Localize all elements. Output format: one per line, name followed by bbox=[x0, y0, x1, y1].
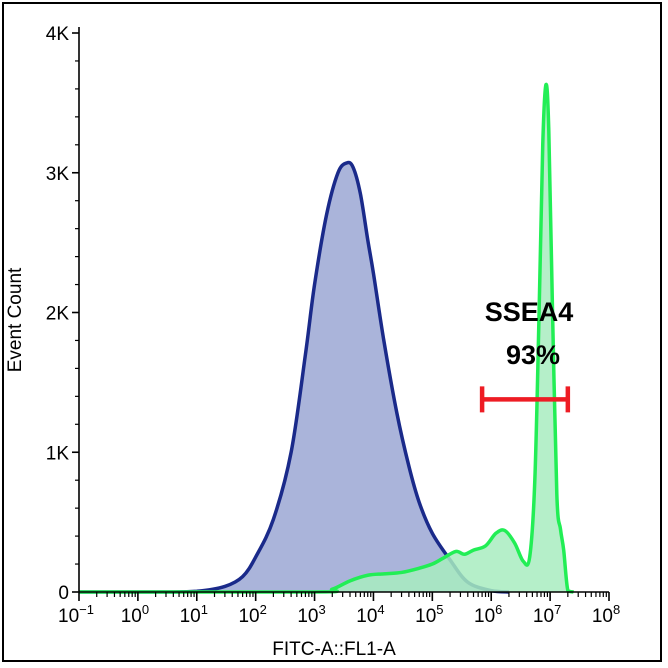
x-tick-label: 100 bbox=[121, 602, 149, 627]
area-layer bbox=[79, 82, 574, 594]
x-axis-title: FITC-A::FL1-A bbox=[272, 639, 396, 660]
y-tick-label: 4K bbox=[46, 24, 70, 45]
gate-label: SSEA4 bbox=[485, 297, 574, 327]
y-axis-title: Event Count bbox=[5, 267, 26, 372]
x-tick-label: 108 bbox=[592, 602, 620, 627]
x-tick-label: 102 bbox=[238, 602, 266, 627]
x-tick-label: 101 bbox=[180, 602, 208, 627]
y-tick-label: 2K bbox=[46, 304, 70, 325]
SSEA4-series-line bbox=[79, 82, 574, 594]
y-tick-label: 0 bbox=[58, 583, 69, 604]
control-series-line bbox=[79, 160, 510, 594]
x-tick-label: 104 bbox=[356, 602, 384, 627]
y-tick-label: 3K bbox=[46, 164, 70, 185]
x-tick-label: 106 bbox=[474, 602, 502, 627]
x-tick-label: 105 bbox=[415, 602, 443, 627]
control-area-fill bbox=[79, 162, 509, 592]
annotation-layer: SSEA4 93% bbox=[479, 297, 574, 413]
y-tick-label: 1K bbox=[46, 443, 70, 464]
x-tick-label: 103 bbox=[297, 602, 325, 627]
x-tick-label: 107 bbox=[533, 602, 561, 627]
axes-layer: 0 1K 2K 3K 4K 10−1 100 101 102 103 104 105 106 107 108 bbox=[46, 24, 620, 627]
gate-percent: 93% bbox=[506, 340, 560, 370]
x-tick-label: 10−1 bbox=[58, 602, 94, 627]
